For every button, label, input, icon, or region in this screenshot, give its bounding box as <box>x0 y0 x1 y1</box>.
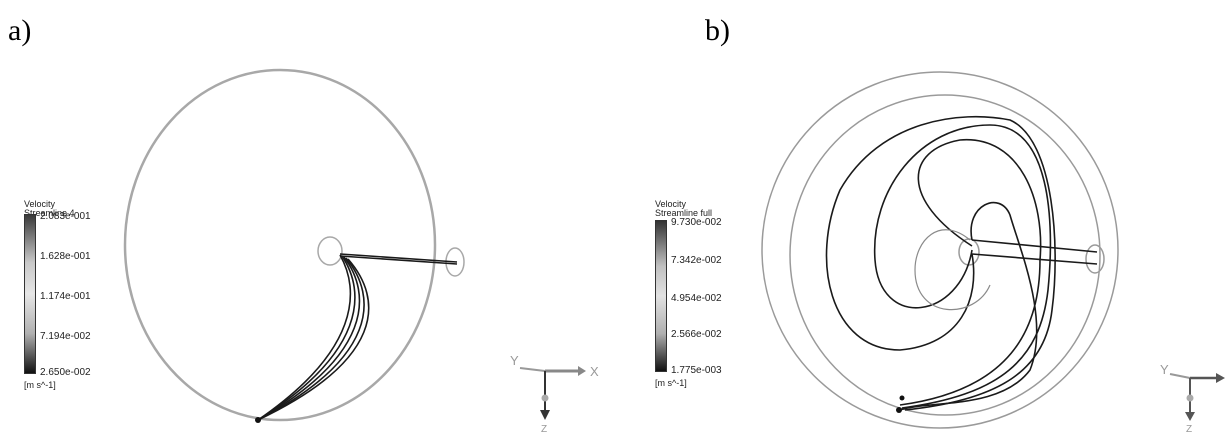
panel-b-geometry <box>761 71 1119 429</box>
panel-a-axis-y-label: Y <box>510 353 519 368</box>
panel-b-legend-unit: [m s^-1] <box>655 378 687 388</box>
panel-a-geometry <box>123 68 465 423</box>
panel-a-streamlines <box>257 253 458 421</box>
panel-a-label: a) <box>8 14 32 47</box>
panel-b-axis-z-label: Z <box>1186 424 1192 434</box>
panel-a-legend-tick-1: 2.083e-001 <box>40 211 91 222</box>
panel-a-seed-point <box>255 417 261 423</box>
panel-a-legend-tick-3: 1.174e-001 <box>40 291 91 302</box>
panel-b-outer-ring <box>761 71 1119 429</box>
panel-a-legend-tick-5: 2.650e-002 <box>40 367 91 378</box>
panel-a-legend: Velocity Streamline 4 2.083e-001 1.628e-… <box>24 200 124 400</box>
panel-b-streamlines <box>825 115 1098 411</box>
panel-b-legend-tick-5: 1.775e-003 <box>671 365 722 376</box>
panel-a-legend-unit: [m s^-1] <box>24 380 56 390</box>
panel-b-legend-title-2: Streamline full <box>655 208 713 218</box>
panel-b-legend: Velocity Streamline full 9.730e-002 7.34… <box>655 200 755 400</box>
panel-b-axis-y-label: Y <box>1160 362 1169 377</box>
panel-a-legend-title-1: Velocity <box>24 199 56 209</box>
panel-b-seed-point-1 <box>896 407 902 413</box>
panel-b-legend-title-1: Velocity <box>655 199 687 209</box>
panel-b-streamline-grey <box>914 229 991 311</box>
panel-a-axis-x-label: X <box>590 364 599 379</box>
panel-b-legend-tick-3: 4.954e-002 <box>671 293 722 304</box>
panel-a-legend-tick-4: 7.194e-002 <box>40 331 91 342</box>
panel-b-color-bar <box>655 220 667 372</box>
panel-a-axis-z-label: Z <box>541 424 547 434</box>
panel-b-legend-tick-4: 2.566e-002 <box>671 329 722 340</box>
panel-a-legend-title-2: Streamline 4 <box>24 208 75 218</box>
panel-a-color-bar <box>24 214 36 374</box>
panel-b-seed-point-2 <box>899 395 905 401</box>
panel-b-axis-triad: Y Z <box>1160 362 1225 434</box>
panel-a-inlet-ring <box>317 236 343 266</box>
panel-b-legend-tick-1: 9.730e-002 <box>671 217 722 228</box>
panel-a-legend-tick-2: 1.628e-001 <box>40 251 91 262</box>
panel-b-label: b) <box>705 14 730 47</box>
panel-b-outlet-ring <box>1085 244 1105 274</box>
panel-a-outer-boundary <box>123 68 437 422</box>
panel-a-axis-triad: Y X Z <box>510 353 599 434</box>
panel-b-inner-ring <box>789 94 1101 416</box>
panel-b-legend-tick-2: 7.342e-002 <box>671 255 722 266</box>
